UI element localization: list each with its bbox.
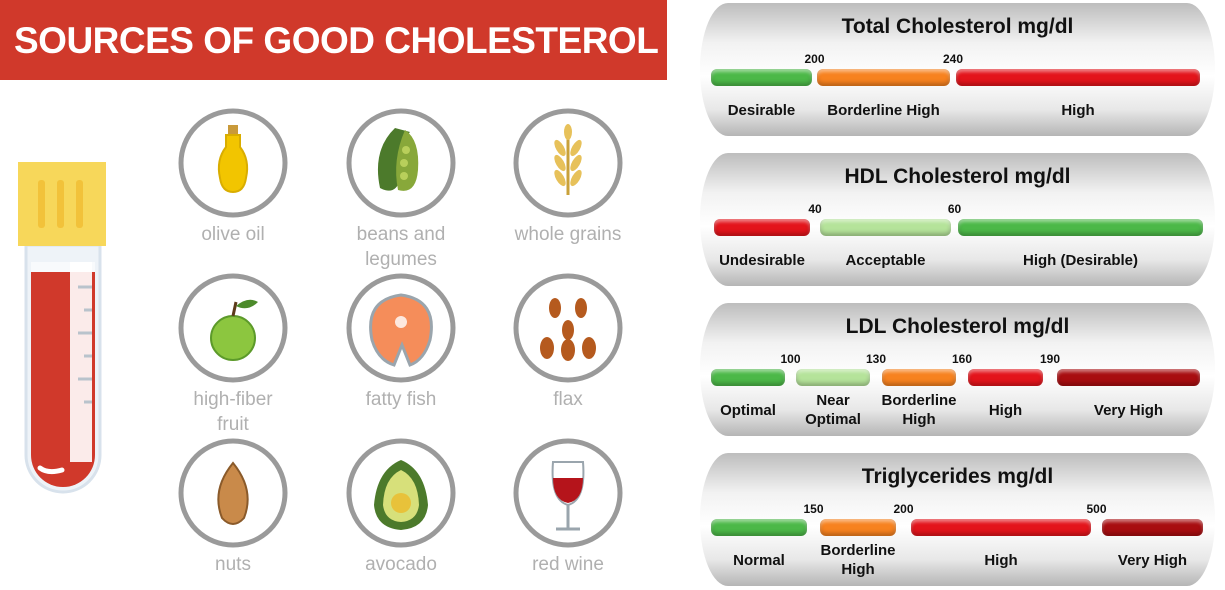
threshold-label: 200 [804,52,825,66]
threshold-label: 200 [893,502,914,516]
panel: Triglycerides mg/dl Normal Borderline High… [700,453,1215,586]
range-bar [911,519,1091,536]
food-label: olive oil [148,222,318,247]
threshold-label: 60 [947,202,962,216]
panel-title: HDL Cholesterol mg/dl [844,165,1071,188]
range-bar [956,69,1200,86]
food-label: fatty fish [316,387,486,412]
food-label-line: red wine [532,554,604,575]
panel: HDL Cholesterol mg/dl Undesirable Acceptab… [700,153,1215,286]
range-bar [711,519,807,536]
range-bar [968,369,1043,386]
threshold-label: 150 [803,502,824,516]
food-label-line: whole grains [514,224,622,245]
range-label: Desirable [727,101,796,119]
panel: Total Cholesterol mg/dl Desirable Borderli… [700,3,1215,136]
range-label: High [988,401,1023,419]
range-bar [820,519,896,536]
threshold-label: 100 [780,352,801,366]
food-label: nuts [148,552,318,577]
food-label: high-fiber fruit [148,387,318,437]
food-label: beans and legumes [316,222,486,272]
food-label-line: beans and [356,224,446,245]
range-label: Acceptable [845,251,926,269]
food-label: flax [483,387,653,412]
food-label-line: nuts [215,554,251,575]
panel-title: Total Cholesterol mg/dl [841,15,1074,38]
food-label: whole grains [483,222,653,247]
left-infographic [18,108,623,548]
panel-title: LDL Cholesterol mg/dl [845,315,1070,338]
test-tube [18,162,106,494]
range-label: Undesirable [719,251,805,269]
page-title: SOURCES OF GOOD CHOLESTEROL [14,20,659,61]
range-label: High [984,551,1018,569]
range-bar [714,219,810,236]
threshold-label: 240 [942,52,964,66]
threshold-label: 500 [1086,502,1107,516]
range-bar [882,369,956,386]
range-label: Optimal [720,401,776,419]
food-label: red wine [483,552,653,577]
range-bar [817,69,950,86]
range-label: Borderline High [827,101,940,119]
food-label-line: olive oil [201,224,265,245]
threshold-label: 190 [1039,352,1061,366]
food-label-line: high-fiber [193,389,273,410]
threshold-label: 160 [951,352,973,366]
range-label: Borderline High [881,392,957,428]
range-bar [958,219,1203,236]
range-bar [820,219,951,236]
panel: LDL Cholesterol mg/dl Optimal Near Optimal… [700,303,1215,436]
range-label: Borderline High [820,542,896,578]
title-banner: SOURCES OF GOOD CHOLESTEROL [0,0,667,80]
range-bar [1102,519,1203,536]
food-label-line: fruit [217,414,249,435]
range-label: Very High [1117,551,1188,569]
range-label: High (Desirable) [1022,251,1139,269]
range-bar [711,69,812,86]
food-label-line: legumes [365,249,437,270]
range-bar [711,369,785,386]
food-icons [178,108,623,548]
range-label: Normal [733,551,785,569]
range-label: Very High [1093,401,1164,419]
threshold-label: 130 [865,352,887,366]
panel-title: Triglycerides mg/dl [861,465,1054,488]
range-bar [1057,369,1200,386]
range-label: High [1061,101,1095,119]
food-label-line: flax [553,389,583,410]
range-bar [796,369,870,386]
food-label-line: fatty fish [365,389,437,410]
threshold-label: 40 [808,202,822,216]
range-label: Near Optimal [805,392,861,428]
food-label-line: avocado [365,554,437,575]
food-label: avocado [316,552,486,577]
